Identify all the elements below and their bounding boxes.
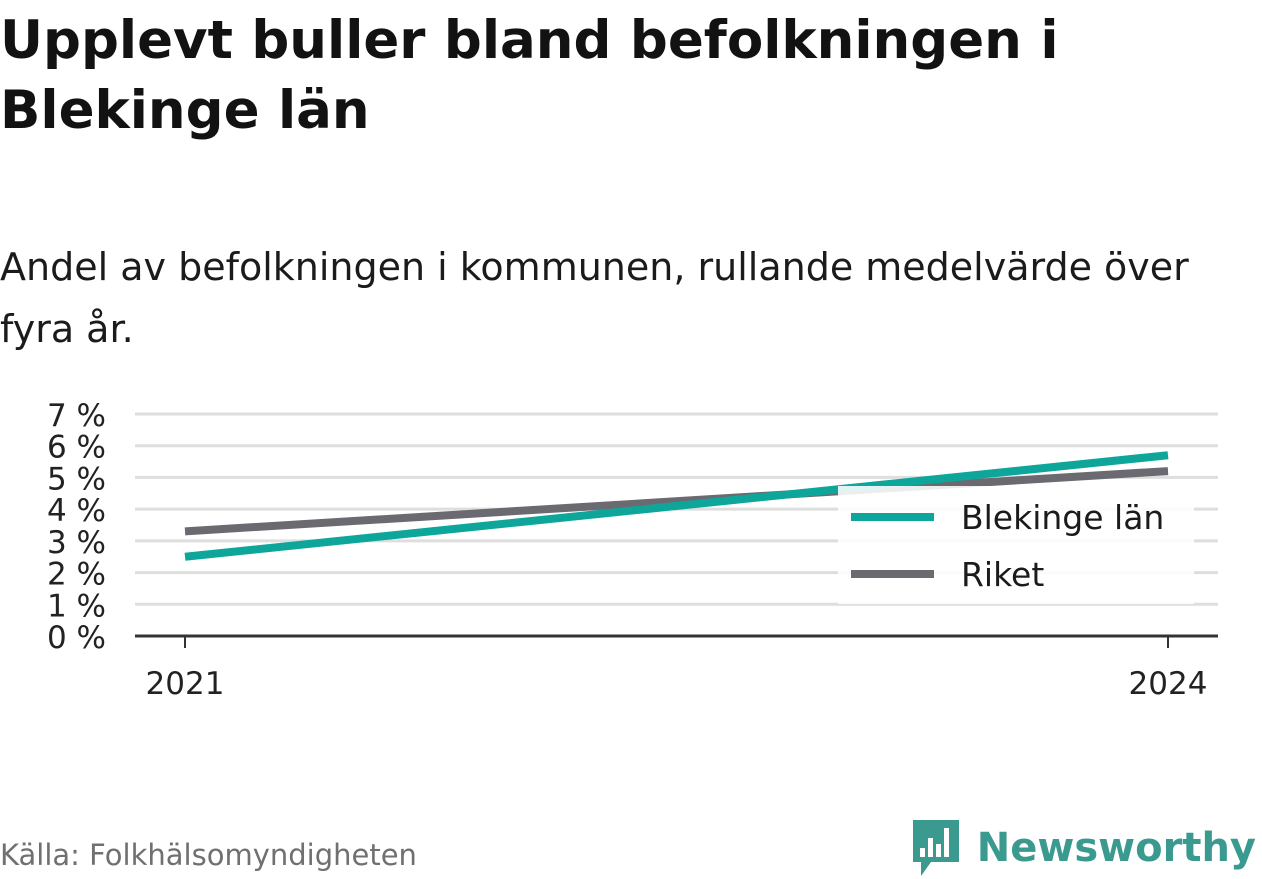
- y-tick-label: 0 %: [47, 620, 106, 656]
- brand-name: Newsworthy: [976, 825, 1256, 871]
- chart-title: Upplevt buller bland befolkningen i Blek…: [0, 10, 1059, 141]
- x-tick-label: 2021: [146, 666, 225, 702]
- line-chart: 0 %1 %2 %3 %4 %5 %6 %7 % 2021 2024 Blekin…: [47, 398, 1218, 702]
- brand-logo-group: Newsworthy: [911, 818, 1256, 878]
- series-lines: [184, 451, 1169, 561]
- y-tick-label: 4 %: [47, 493, 106, 529]
- legend-background: [838, 486, 1194, 604]
- chart-subtitle: Andel av befolkningen i kommunen, rullan…: [0, 245, 1189, 351]
- legend: Blekinge län Riket: [838, 486, 1194, 604]
- y-tick-label: 7 %: [47, 398, 106, 434]
- y-tick-label: 1 %: [47, 588, 106, 624]
- legend-label: Riket: [961, 555, 1044, 594]
- source-note: Källa: Folkhälsomyndigheten: [0, 838, 417, 872]
- bar-chart-speech-bubble-icon: [912, 820, 959, 876]
- y-tick-label: 5 %: [47, 461, 106, 497]
- legend-label: Blekinge län: [961, 498, 1164, 537]
- y-tick-label: 2 %: [47, 557, 106, 593]
- x-axis: 2021 2024: [135, 634, 1218, 702]
- x-tick-label: 2024: [1129, 666, 1208, 702]
- y-tick-label: 6 %: [47, 430, 106, 466]
- series-line-0: [184, 451, 1169, 561]
- series-line-1: [184, 467, 1169, 536]
- y-axis-ticks: 0 %1 %2 %3 %4 %5 %6 %7 %: [47, 398, 106, 656]
- y-tick-label: 3 %: [47, 525, 106, 561]
